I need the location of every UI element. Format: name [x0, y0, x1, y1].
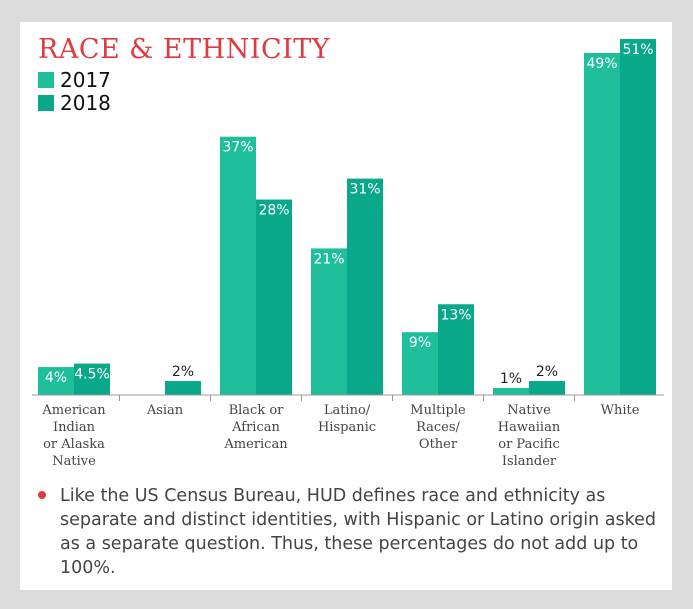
- bar-2018-black-or-african-american: [256, 199, 292, 395]
- value-label-2018-latino-hispanic: 31%: [349, 182, 380, 198]
- bar-chart: 4% 4.5% 2% 37% 28% 21% 31% 9% 13% 1% 2% 49% 51% Amer…: [32, 39, 664, 469]
- bar-2018-asian: [165, 381, 201, 395]
- category-label-black-or-african-american: Black or African American: [223, 403, 288, 452]
- legend-label-2017: 2017: [60, 68, 111, 92]
- chart-title: RACE & ETHNICITY: [38, 34, 331, 65]
- legend-item-2018: 2018: [38, 91, 111, 115]
- bar-2017-white: [584, 52, 620, 395]
- bar-2018-native-hawaiian-or-pacific-islander: [529, 381, 565, 395]
- value-label-2017-latino-hispanic: 21%: [313, 251, 344, 267]
- bar-2018-white: [620, 39, 656, 395]
- legend-swatch-2018: [38, 95, 54, 111]
- value-label-2018-black-or-african-american: 28%: [258, 203, 289, 219]
- bullet-dot-icon: [38, 491, 46, 499]
- bar-2017-multiple-races-other: [402, 332, 438, 395]
- value-label-2017-multiple-races-other: 9%: [409, 335, 431, 351]
- bar-2018-american-indian-or-alaska-native: [74, 363, 110, 395]
- category-label-asian: Asian: [146, 403, 184, 418]
- value-label-2018-asian: 2%: [172, 364, 194, 380]
- value-label-2017-white: 49%: [586, 56, 617, 72]
- category-label-multiple-races-other: Multiple Races/Other: [410, 403, 466, 452]
- legend-item-2017: 2017: [38, 68, 111, 92]
- bar-2018-multiple-races-other: [438, 304, 474, 395]
- bar-2017-black-or-african-american: [220, 136, 256, 395]
- category-label-american-indian-or-alaska-native: American Indian or Alaska Native: [41, 403, 106, 469]
- value-label-2017-native-hawaiian-or-pacific-islander: 1%: [500, 371, 522, 387]
- value-label-2018-native-hawaiian-or-pacific-islander: 2%: [536, 364, 558, 380]
- value-label-2018-american-indian-or-alaska-native: 4.5%: [74, 367, 110, 383]
- bar-2017-latino-hispanic: [311, 248, 347, 395]
- legend-swatch-2017: [38, 72, 54, 88]
- footnote-text: Like the US Census Bureau, HUD defines r…: [60, 486, 656, 578]
- bar-2017-native-hawaiian-or-pacific-islander: [493, 388, 529, 395]
- category-label-white: White: [601, 403, 640, 418]
- category-label-native-hawaiian-or-pacific-islander: Native Hawaiian or Pacific Islander: [498, 403, 561, 469]
- bar-2017-american-indian-or-alaska-native: [38, 367, 74, 395]
- chart-card: 4% 4.5% 2% 37% 28% 21% 31% 9% 13% 1% 2% 49% 51% Amer…: [20, 22, 672, 590]
- value-label-2017-american-indian-or-alaska-native: 4%: [45, 370, 67, 386]
- value-label-2017-black-or-african-american: 37%: [222, 140, 253, 156]
- value-label-2018-multiple-races-other: 13%: [440, 307, 471, 323]
- value-label-2018-white: 51%: [622, 42, 653, 58]
- footnote: Like the US Census Bureau, HUD defines r…: [38, 484, 660, 580]
- legend-label-2018: 2018: [60, 91, 111, 115]
- category-label-latino-hispanic: Latino/Hispanic: [318, 403, 376, 435]
- bar-2018-latino-hispanic: [347, 178, 383, 395]
